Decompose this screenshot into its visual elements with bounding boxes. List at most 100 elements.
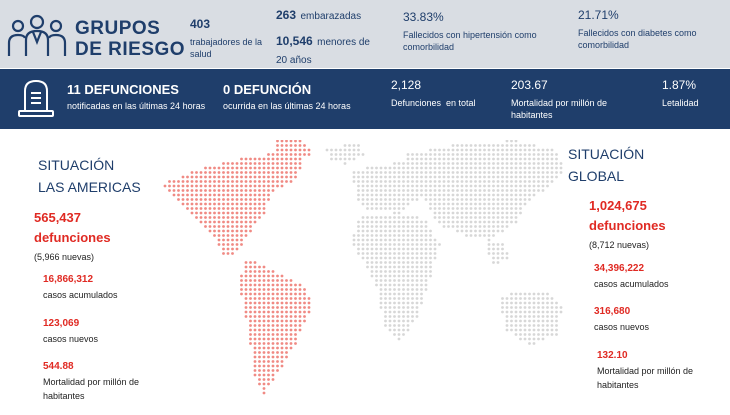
map-dot — [433, 202, 437, 206]
map-dot — [415, 234, 419, 237]
map-dot — [411, 274, 414, 278]
map-dot — [222, 220, 225, 224]
map-dot — [510, 184, 513, 188]
map-dot — [352, 175, 356, 179]
map-dot — [456, 211, 459, 215]
map-dot — [303, 148, 306, 152]
map-dot — [375, 175, 378, 179]
map-dot — [258, 274, 261, 278]
map-dot — [528, 162, 531, 165]
map-dot — [240, 211, 243, 215]
map-dot — [415, 198, 419, 201]
map-dot — [262, 369, 266, 372]
map-dot — [492, 234, 495, 237]
map-dot — [519, 337, 522, 341]
map-dot — [501, 310, 504, 314]
map-dot — [213, 175, 216, 179]
map-dot — [249, 202, 252, 206]
map-dot — [402, 202, 405, 206]
map-dot — [289, 333, 293, 336]
map-dot — [244, 265, 248, 269]
map-dot — [406, 180, 410, 183]
map-dot — [249, 333, 252, 336]
total-deaths-value: 2,128 — [391, 78, 422, 92]
map-dot — [384, 238, 387, 242]
map-dot — [231, 229, 234, 233]
map-dot — [352, 157, 356, 161]
map-dot — [397, 274, 401, 278]
map-dot — [235, 220, 239, 224]
map-dot — [402, 265, 405, 269]
map-dot — [276, 364, 279, 368]
map-dot — [267, 297, 270, 300]
map-dot — [195, 198, 198, 201]
map-dot — [474, 220, 477, 224]
map-dot — [258, 193, 261, 197]
map-dot — [213, 229, 216, 233]
map-dot — [384, 207, 387, 210]
map-dot — [424, 175, 428, 179]
map-dot — [514, 306, 518, 309]
map-dot — [460, 184, 464, 188]
map-dot — [406, 175, 410, 179]
map-dot — [258, 216, 261, 219]
map-dot — [465, 153, 468, 156]
map-dot — [271, 279, 275, 282]
map-dot — [465, 144, 468, 147]
global-mortality-value: 132.10 — [597, 350, 628, 361]
map-dot — [253, 180, 257, 183]
map-dot — [231, 166, 234, 170]
map-dot — [411, 265, 414, 269]
map-dot — [492, 225, 495, 228]
map-dot — [262, 157, 266, 161]
map-dot — [537, 171, 540, 174]
map-dot — [460, 229, 464, 233]
map-dot — [478, 184, 482, 188]
map-dot — [253, 369, 257, 372]
map-dot — [388, 315, 392, 318]
map-dot — [514, 180, 518, 183]
map-dot — [411, 252, 414, 255]
map-dot — [366, 247, 369, 251]
map-dot — [253, 216, 257, 219]
map-dot — [379, 270, 383, 273]
map-dot — [294, 342, 297, 345]
map-dot — [253, 265, 257, 269]
map-dot — [204, 189, 207, 192]
map-dot — [514, 166, 518, 170]
map-dot — [357, 252, 360, 255]
map-dot — [496, 157, 500, 161]
map-dot — [366, 265, 369, 269]
map-dot — [555, 319, 558, 323]
map-dot — [501, 306, 504, 309]
map-dot — [231, 184, 234, 188]
map-dot — [240, 288, 243, 291]
map-dot — [379, 234, 383, 237]
map-dot — [388, 180, 392, 183]
map-dot — [505, 184, 509, 188]
map-dot — [465, 211, 468, 215]
map-dot — [240, 207, 243, 210]
map-dot — [240, 180, 243, 183]
americas-cumulative: 16,866,312 casos acumulados — [43, 274, 163, 302]
map-dot — [469, 207, 473, 210]
map-dot — [280, 346, 284, 350]
map-dot — [258, 310, 261, 314]
map-dot — [546, 306, 549, 309]
map-dot — [388, 328, 392, 332]
map-dot — [213, 220, 216, 224]
map-dot — [244, 283, 248, 287]
map-dot — [397, 279, 401, 282]
map-dot — [555, 157, 558, 161]
map-dot — [406, 310, 410, 314]
map-dot — [172, 184, 176, 188]
map-dot — [523, 292, 527, 296]
map-dot — [361, 202, 365, 206]
map-dot — [276, 180, 279, 183]
map-dot — [397, 193, 401, 197]
map-dot — [258, 369, 261, 372]
map-dot — [460, 211, 464, 215]
map-dot — [510, 193, 513, 197]
diabetes-stat: 21.71% Fallecidos con diabetes como como… — [578, 8, 726, 51]
map-dot — [325, 148, 329, 152]
